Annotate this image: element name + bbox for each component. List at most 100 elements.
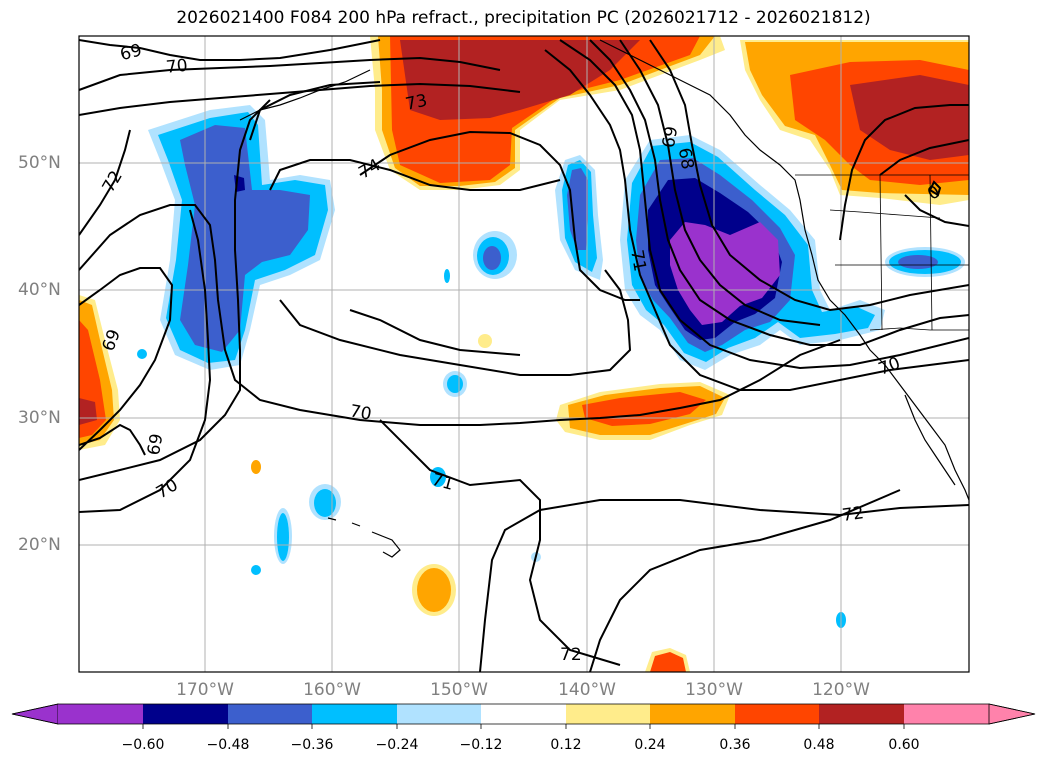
- contour-line: [649, 39, 969, 312]
- contour-label: 68: [674, 146, 697, 171]
- lon-tick-label: 140°W: [558, 680, 616, 700]
- border-states: [829, 174, 969, 331]
- precip-positive-region: [478, 334, 492, 348]
- precip-negative-region: [314, 489, 336, 517]
- lon-tick-label: 130°W: [685, 680, 743, 700]
- colorbar-bin: [228, 704, 312, 724]
- coastline-baja: [904, 394, 956, 486]
- contour-line: [349, 309, 521, 356]
- contour-label: 70: [165, 56, 189, 78]
- graticule: [79, 36, 969, 672]
- lon-tick-label: 160°W: [303, 680, 361, 700]
- colorbar-bin: [312, 704, 397, 724]
- coastline-hawaii: [327, 517, 401, 558]
- contour-line: [589, 39, 969, 346]
- lon-tick-label: 150°W: [430, 680, 488, 700]
- colorbar: [11, 703, 1036, 729]
- contour-line: [79, 129, 640, 301]
- contour-line: [619, 39, 821, 326]
- contour-label: 74: [355, 155, 384, 183]
- precip-negative-region: [670, 222, 780, 325]
- map-title: 2026021400 F084 200 hPa refract., precip…: [176, 8, 871, 28]
- contour-label: 69: [118, 40, 144, 65]
- contour-label: 70: [153, 475, 182, 503]
- precip-positive-region: [417, 568, 451, 612]
- borders: [795, 174, 969, 331]
- contour-label: 72: [841, 503, 865, 526]
- contour-label: 71: [430, 470, 456, 495]
- precip-shading: [79, 36, 969, 672]
- contour-line: [904, 194, 969, 227]
- contour-line: [279, 269, 632, 376]
- colorbar-tick-label: −0.60: [121, 737, 165, 753]
- coastline-north-america: [599, 39, 969, 501]
- contour-line: [379, 419, 969, 672]
- contour-line: [589, 489, 901, 672]
- precip-negative-region: [567, 168, 588, 250]
- contour-line: [79, 56, 501, 91]
- colorbar-tick-label: 0.12: [550, 737, 582, 753]
- contour-line: [839, 104, 969, 241]
- colorbar-bin: [481, 704, 566, 724]
- lat-tick-label: 40°N: [18, 280, 61, 300]
- contour-line: [79, 209, 212, 513]
- lat-tick-label: 30°N: [18, 408, 61, 428]
- colorbar-tick-label: 0.24: [634, 737, 666, 753]
- colorbar-bin: [58, 704, 143, 724]
- contour-line: [79, 39, 381, 61]
- precip-negative-region: [898, 255, 938, 269]
- contour-label: 69: [659, 125, 682, 150]
- lon-tick-label: 120°W: [812, 680, 870, 700]
- lat-tick-label: 50°N: [18, 153, 61, 173]
- precip-negative-region: [447, 375, 463, 393]
- precip-negative-region: [251, 565, 261, 575]
- colorbar-tick-label: −0.24: [375, 737, 419, 753]
- precip-negative-region: [277, 513, 289, 561]
- map-frame: [78, 35, 970, 673]
- colorbar-tick-label: −0.36: [290, 737, 334, 753]
- contour-line: [79, 99, 271, 481]
- precip-negative-region: [483, 246, 501, 270]
- colorbar-bin: [735, 704, 819, 724]
- colorbar-extend-min: [11, 703, 59, 725]
- precip-negative-region: [180, 125, 310, 352]
- precip-positive-region: [850, 75, 969, 160]
- colorbar-tick-label: 0.36: [719, 737, 751, 753]
- contour-line: [79, 423, 146, 456]
- colorbar-bin: [819, 704, 904, 724]
- contour-label: 73: [404, 91, 429, 115]
- lat-tick-label: 20°N: [18, 535, 61, 555]
- contour-label: 70: [348, 401, 373, 424]
- precip-positive-region: [251, 460, 261, 474]
- colorbar-extend-max: [988, 703, 1036, 725]
- colorbar-outline: [11, 703, 1036, 725]
- contour-label: 72: [99, 167, 127, 196]
- contour-line: [559, 39, 969, 370]
- precip-negative-region: [444, 269, 450, 283]
- contour-line: [879, 139, 969, 176]
- contour-line: [269, 159, 561, 191]
- colorbar-tick-label: −0.12: [459, 737, 503, 753]
- contour-label: 69: [144, 432, 167, 457]
- colorbar-bin: [904, 704, 989, 724]
- contour-line: [544, 49, 969, 391]
- contour-line: [249, 81, 381, 141]
- colorbar-tick-label: −0.48: [206, 737, 250, 753]
- colorbar-bin: [143, 704, 228, 724]
- precip-negative-region: [137, 349, 147, 359]
- contour-label: 70: [876, 354, 903, 380]
- colorbar-bin: [566, 704, 650, 724]
- precip-positive-region: [650, 652, 686, 672]
- colorbar-bin: [397, 704, 481, 724]
- contour-label: 71: [626, 248, 649, 273]
- colorbar-tick-label: 0.48: [803, 737, 835, 753]
- refractivity-contours: [79, 39, 969, 672]
- contour-line: [79, 204, 841, 426]
- border-us-mexico: [869, 327, 969, 331]
- contour-line: [79, 267, 174, 451]
- contour-line: [928, 180, 942, 197]
- lon-tick-label: 170°W: [176, 680, 234, 700]
- colorbar-bin: [650, 704, 735, 724]
- colorbar-tick-label: 0.60: [888, 737, 920, 753]
